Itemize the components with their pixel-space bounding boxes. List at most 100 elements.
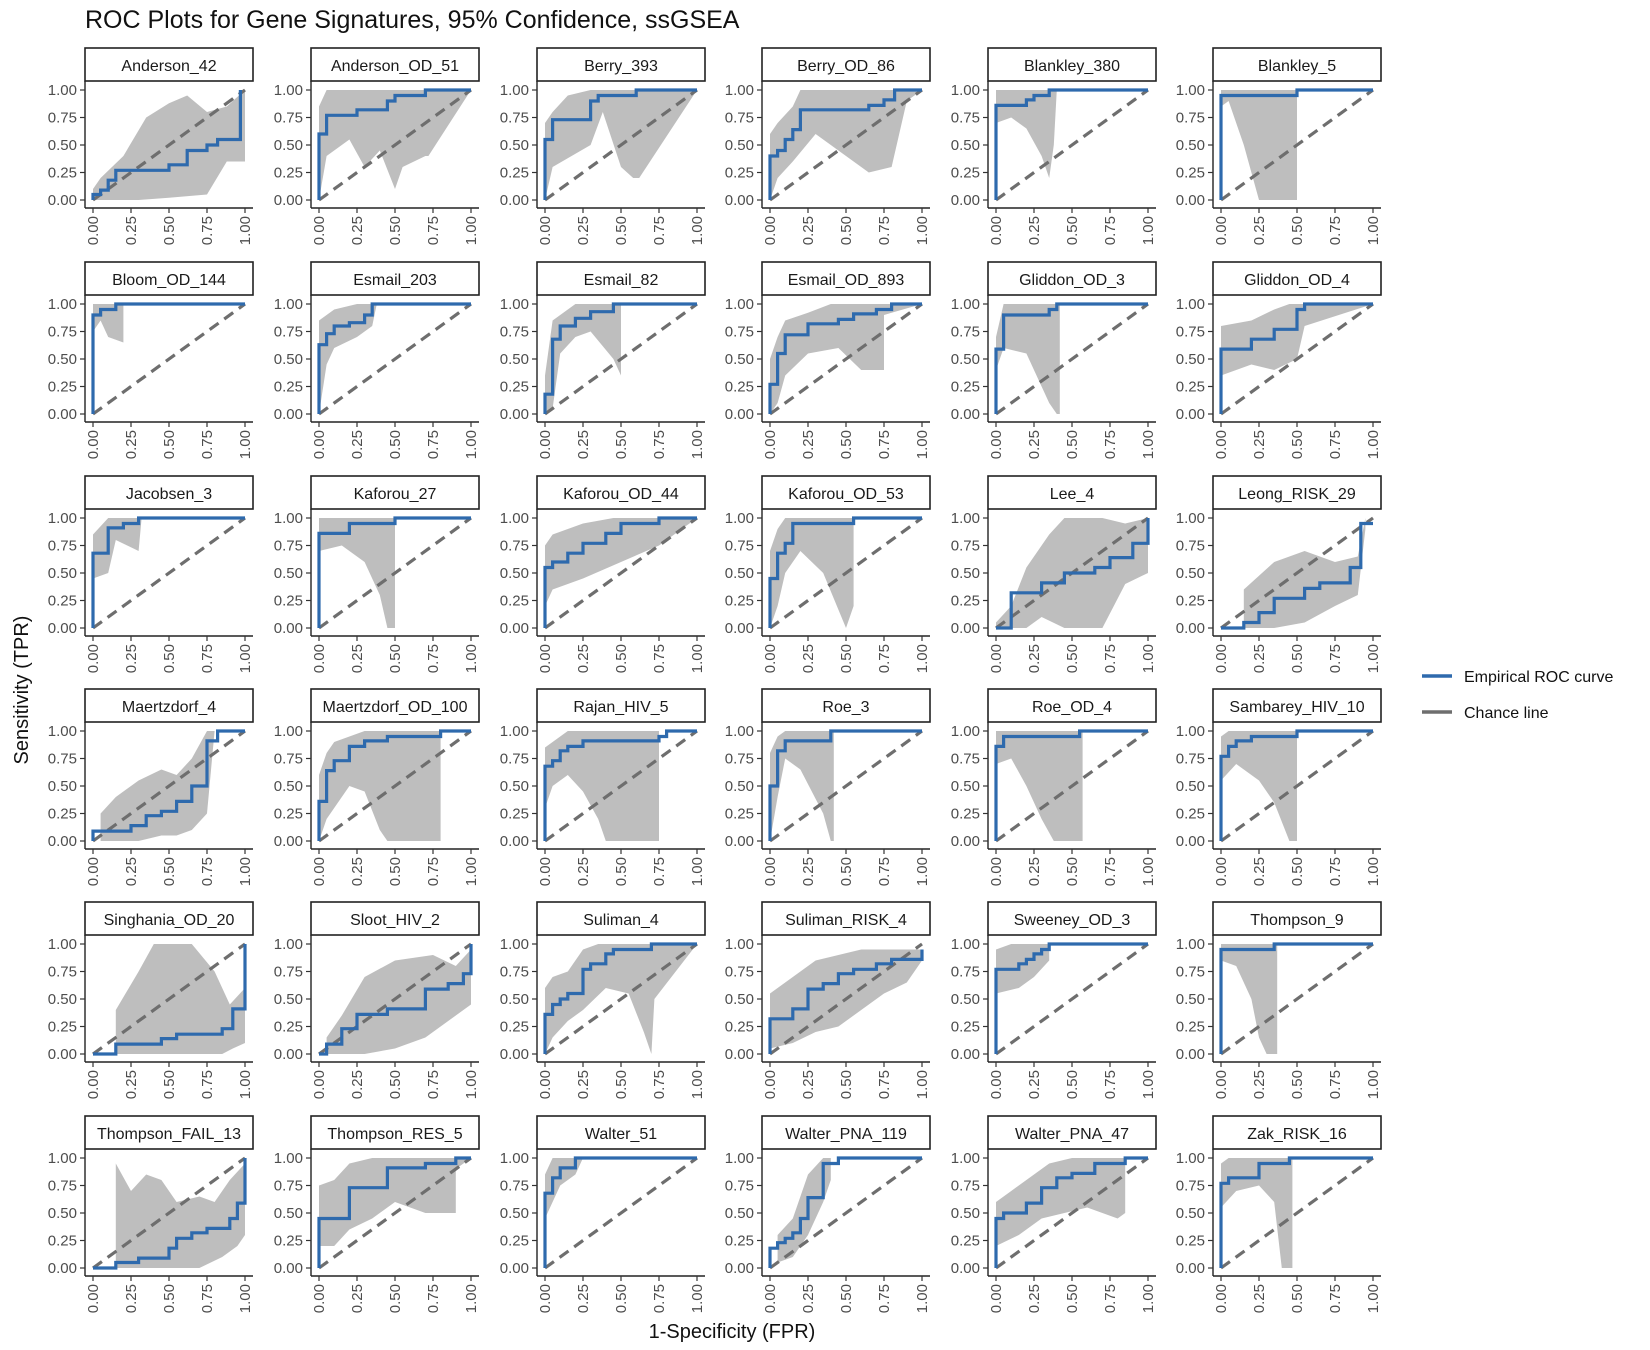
y-tick-label: 0.50 xyxy=(274,991,303,1008)
y-tick-label: 0.25 xyxy=(1176,165,1205,182)
roc-curve xyxy=(996,518,1150,630)
chance-line xyxy=(1220,1156,1374,1270)
facet-strip xyxy=(310,475,480,510)
x-tick-label: 0.25 xyxy=(1026,216,1043,245)
x-tick-label: 0.25 xyxy=(1251,1070,1268,1099)
facet-strip xyxy=(84,261,254,296)
x-tick-label: 0.25 xyxy=(800,430,817,459)
x-tick-label: 0.50 xyxy=(838,644,855,673)
x-tick-label: 0.00 xyxy=(537,216,554,245)
y-tick-label: 0.25 xyxy=(48,593,77,610)
facet-label: Singhania_OD_20 xyxy=(104,912,235,929)
y-tick-label: 0.50 xyxy=(1176,565,1205,582)
y-tick-label: 0.00 xyxy=(274,1046,303,1063)
x-tick-label: 0.50 xyxy=(161,216,178,245)
roc-curve xyxy=(91,90,242,200)
x-tick-label: 0.75 xyxy=(199,1070,216,1099)
confidence-band xyxy=(996,1158,1148,1246)
x-tick-label: 1.00 xyxy=(914,216,931,245)
facet-strip xyxy=(536,688,706,723)
chance-line xyxy=(92,942,246,1056)
x-tick-label: 0.75 xyxy=(1102,857,1119,886)
y-tick-label: 1.00 xyxy=(725,82,754,99)
roc-curve xyxy=(317,302,471,414)
x-tick-label: 0.50 xyxy=(613,216,630,245)
y-tick-label: 0.25 xyxy=(274,593,303,610)
y-tick-label: 1.00 xyxy=(1176,936,1205,953)
x-tick-label: 1.00 xyxy=(237,644,254,673)
x-tick-label: 1.00 xyxy=(689,644,706,673)
x-tick-label: 0.25 xyxy=(123,1070,140,1099)
y-tick-label: 0.50 xyxy=(500,565,529,582)
roc-curve xyxy=(994,1156,1148,1268)
y-tick-label: 0.25 xyxy=(48,806,77,823)
roc-curve xyxy=(994,729,1148,841)
y-tick-label: 0.50 xyxy=(725,778,754,795)
confidence-band xyxy=(115,944,245,1054)
roc-curve xyxy=(543,302,697,414)
x-tick-label: 1.00 xyxy=(689,430,706,459)
confidence-band xyxy=(93,304,245,343)
y-tick-label: 0.00 xyxy=(1176,406,1205,423)
roc-curve xyxy=(994,942,1148,1054)
y-tick-label: 1.00 xyxy=(1176,296,1205,313)
y-tick-label: 1.00 xyxy=(725,510,754,527)
y-tick-label: 0.25 xyxy=(500,1019,529,1036)
chance-line xyxy=(92,729,246,843)
x-tick-label: 0.50 xyxy=(1064,857,1081,886)
y-tick-label: 1.00 xyxy=(1176,510,1205,527)
y-tick-label: 0.50 xyxy=(48,565,77,582)
facet-label: Leong_RISK_29 xyxy=(1238,486,1356,503)
x-tick-label: 1.00 xyxy=(237,216,254,245)
y-tick-label: 1.00 xyxy=(951,510,980,527)
y-tick-label: 1.00 xyxy=(48,936,77,953)
x-tick-label: 0.00 xyxy=(311,430,328,459)
confidence-band xyxy=(1221,1158,1373,1268)
y-tick-label: 0.00 xyxy=(274,1260,303,1277)
facet-label: Thompson_RES_5 xyxy=(327,1126,462,1143)
x-tick-label: 0.75 xyxy=(876,1284,893,1313)
y-tick-label: 0.75 xyxy=(48,538,77,555)
roc-curve xyxy=(317,516,471,628)
y-tick-label: 0.50 xyxy=(48,1205,77,1222)
x-tick-label: 0.00 xyxy=(988,644,1005,673)
y-tick-label: 0.25 xyxy=(500,1233,529,1250)
y-tick-label: 0.00 xyxy=(48,833,77,850)
y-tick-label: 0.25 xyxy=(48,379,77,396)
y-tick-label: 0.00 xyxy=(500,833,529,850)
x-tick-label: 0.75 xyxy=(1102,1284,1119,1313)
x-tick-label: 1.00 xyxy=(463,430,480,459)
x-tick-label: 1.00 xyxy=(1140,216,1157,245)
y-tick-label: 0.75 xyxy=(725,538,754,555)
y-tick-label: 0.75 xyxy=(1176,751,1205,768)
x-tick-label: 1.00 xyxy=(914,644,931,673)
roc-curve xyxy=(768,729,922,841)
y-tick-label: 0.25 xyxy=(500,593,529,610)
x-tick-label: 0.00 xyxy=(762,1070,779,1099)
y-tick-label: 0.50 xyxy=(274,778,303,795)
y-tick-label: 1.00 xyxy=(274,296,303,313)
y-tick-label: 0.75 xyxy=(274,1178,303,1195)
y-tick-label: 0.00 xyxy=(1176,620,1205,637)
facet-strip xyxy=(536,475,706,510)
facet-label: Esmail_203 xyxy=(353,272,437,289)
chance-line xyxy=(1220,516,1374,630)
facet-strip xyxy=(987,475,1157,510)
y-tick-label: 0.50 xyxy=(951,991,980,1008)
x-tick-label: 0.00 xyxy=(762,1284,779,1313)
x-tick-label: 1.00 xyxy=(689,1070,706,1099)
chance-line xyxy=(544,942,698,1056)
y-tick-label: 0.25 xyxy=(274,379,303,396)
roc-curve xyxy=(768,516,922,628)
y-tick-label: 0.75 xyxy=(48,110,77,127)
x-tick-label: 0.75 xyxy=(425,216,442,245)
y-tick-label: 0.00 xyxy=(274,406,303,423)
facet-label: Jacobsen_3 xyxy=(126,486,212,503)
facet-label: Sweeney_OD_3 xyxy=(1014,912,1131,929)
y-tick-label: 0.25 xyxy=(951,806,980,823)
y-tick-label: 0.75 xyxy=(1176,1178,1205,1195)
x-tick-label: 0.00 xyxy=(537,1284,554,1313)
roc-curve xyxy=(994,88,1148,200)
y-tick-label: 0.75 xyxy=(951,538,980,555)
